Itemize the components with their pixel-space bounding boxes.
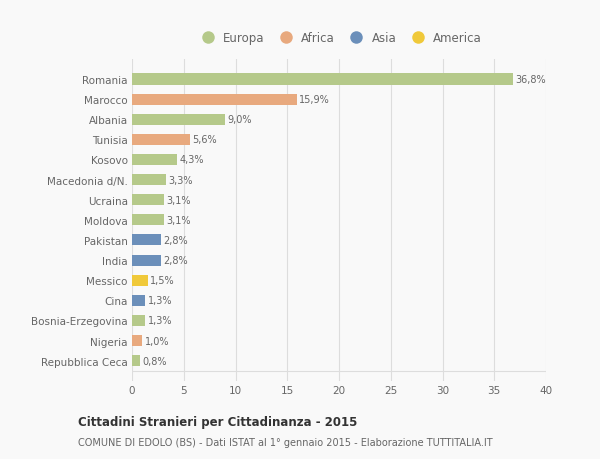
Legend: Europa, Africa, Asia, America: Europa, Africa, Asia, America bbox=[191, 27, 487, 50]
Bar bbox=[132, 74, 513, 85]
Bar bbox=[132, 155, 176, 166]
Text: 1,3%: 1,3% bbox=[148, 296, 173, 306]
Bar bbox=[132, 335, 142, 346]
Text: 3,1%: 3,1% bbox=[167, 195, 191, 205]
Bar bbox=[132, 95, 296, 106]
Bar bbox=[132, 134, 190, 146]
Bar bbox=[132, 275, 148, 286]
Text: 5,6%: 5,6% bbox=[193, 135, 217, 145]
Text: 2,8%: 2,8% bbox=[164, 235, 188, 246]
Text: 2,8%: 2,8% bbox=[164, 256, 188, 265]
Bar bbox=[132, 315, 145, 326]
Text: 36,8%: 36,8% bbox=[515, 75, 546, 85]
Text: 3,1%: 3,1% bbox=[167, 215, 191, 225]
Bar bbox=[132, 174, 166, 186]
Bar bbox=[132, 355, 140, 366]
Text: 4,3%: 4,3% bbox=[179, 155, 203, 165]
Bar bbox=[132, 114, 225, 125]
Bar bbox=[132, 195, 164, 206]
Text: Cittadini Stranieri per Cittadinanza - 2015: Cittadini Stranieri per Cittadinanza - 2… bbox=[78, 415, 358, 428]
Text: COMUNE DI EDOLO (BS) - Dati ISTAT al 1° gennaio 2015 - Elaborazione TUTTITALIA.I: COMUNE DI EDOLO (BS) - Dati ISTAT al 1° … bbox=[78, 437, 493, 447]
Text: 1,3%: 1,3% bbox=[148, 316, 173, 326]
Text: 9,0%: 9,0% bbox=[228, 115, 252, 125]
Bar bbox=[132, 215, 164, 226]
Text: 15,9%: 15,9% bbox=[299, 95, 330, 105]
Text: 3,3%: 3,3% bbox=[169, 175, 193, 185]
Text: 1,0%: 1,0% bbox=[145, 336, 169, 346]
Bar bbox=[132, 235, 161, 246]
Text: 0,8%: 0,8% bbox=[143, 356, 167, 366]
Text: 1,5%: 1,5% bbox=[150, 275, 175, 285]
Bar bbox=[132, 255, 161, 266]
Bar bbox=[132, 295, 145, 306]
